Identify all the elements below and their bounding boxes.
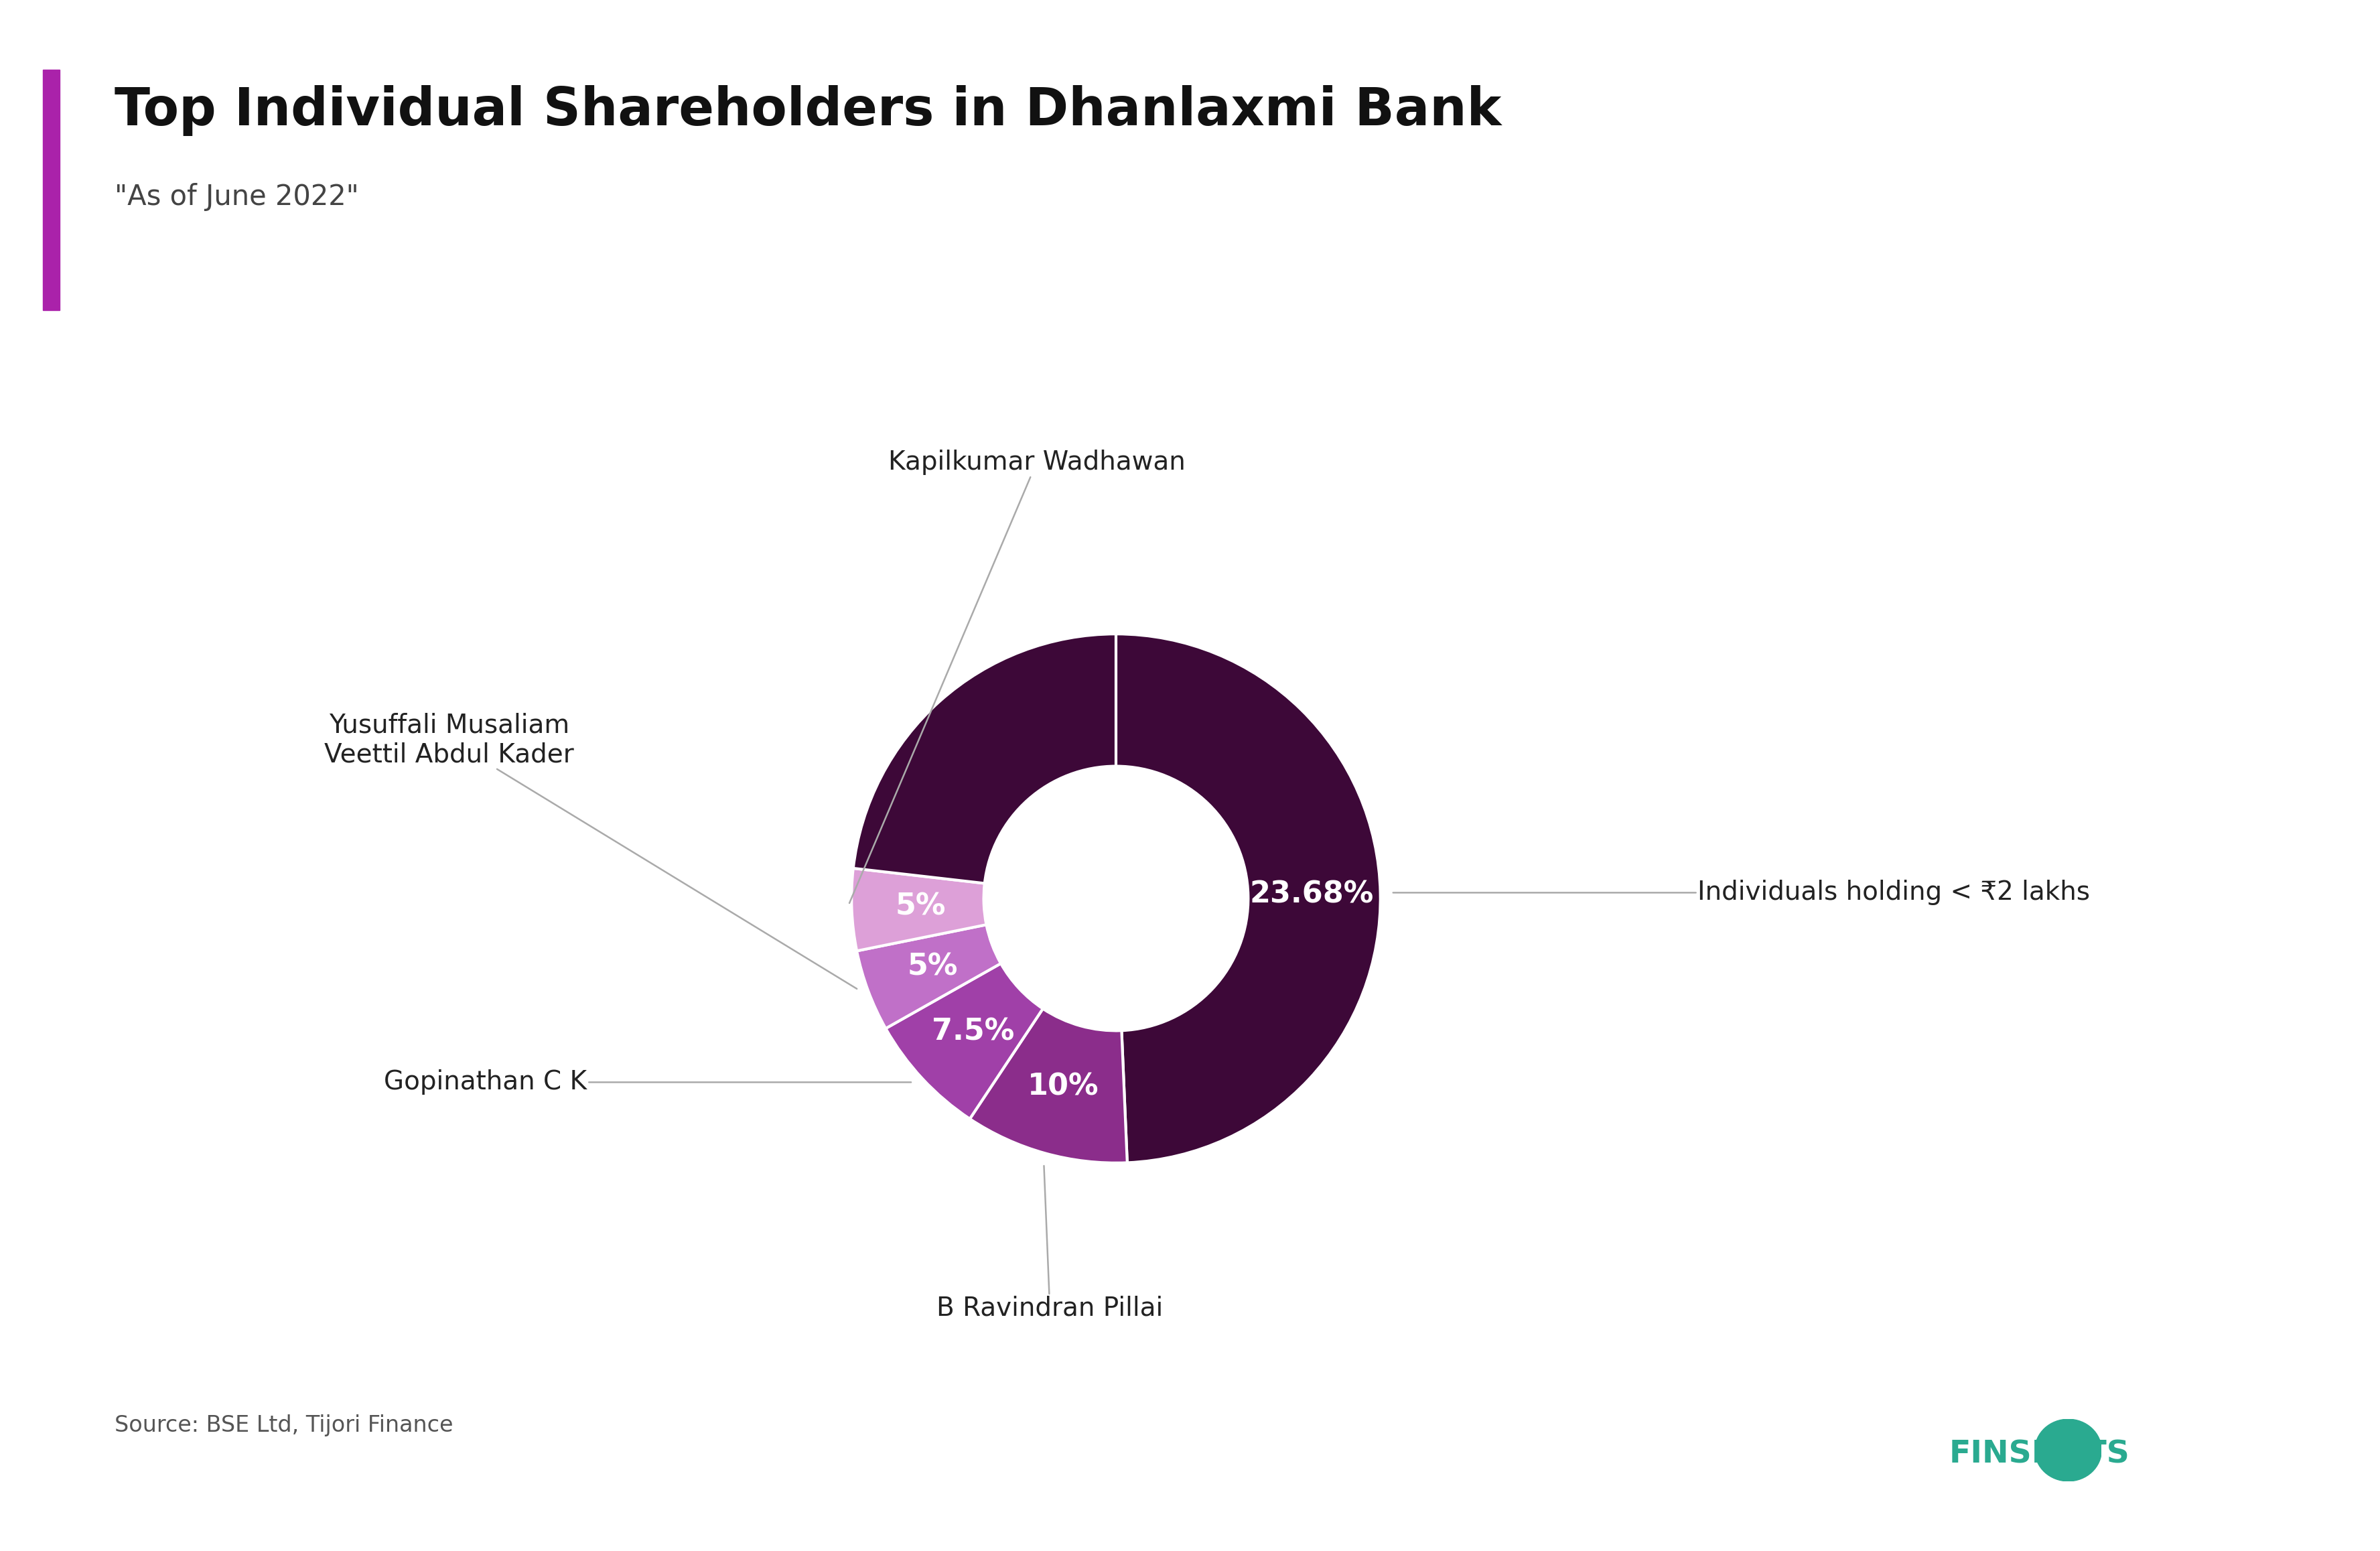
Wedge shape bbox=[852, 869, 985, 951]
Wedge shape bbox=[969, 1008, 1128, 1163]
Wedge shape bbox=[857, 924, 1002, 1028]
Text: 23.68%: 23.68% bbox=[1250, 879, 1373, 909]
Wedge shape bbox=[1116, 634, 1380, 1163]
Text: Yusuffali Musaliam
Veettil Abdul Kader: Yusuffali Musaliam Veettil Abdul Kader bbox=[324, 712, 857, 990]
Text: Individuals holding < ₹2 lakhs: Individuals holding < ₹2 lakhs bbox=[1392, 879, 2090, 906]
Text: Source: BSE Ltd, Tijori Finance: Source: BSE Ltd, Tijori Finance bbox=[114, 1415, 452, 1436]
Text: "As of June 2022": "As of June 2022" bbox=[114, 183, 359, 211]
Text: FINSHOTS: FINSHOTS bbox=[1949, 1439, 2130, 1470]
Text: 5%: 5% bbox=[895, 892, 945, 921]
Text: 10%: 10% bbox=[1028, 1073, 1100, 1101]
Text: Top Individual Shareholders in Dhanlaxmi Bank: Top Individual Shareholders in Dhanlaxmi… bbox=[114, 85, 1502, 136]
Text: 7.5%: 7.5% bbox=[931, 1017, 1014, 1047]
Circle shape bbox=[2035, 1419, 2102, 1481]
Text: B Ravindran Pillai: B Ravindran Pillai bbox=[938, 1166, 1164, 1321]
Text: 5%: 5% bbox=[907, 952, 957, 982]
Text: Kapilkumar Wadhawan: Kapilkumar Wadhawan bbox=[850, 450, 1185, 903]
Wedge shape bbox=[885, 963, 1042, 1118]
Text: Gopinathan C K: Gopinathan C K bbox=[383, 1070, 912, 1095]
Wedge shape bbox=[854, 634, 1116, 884]
